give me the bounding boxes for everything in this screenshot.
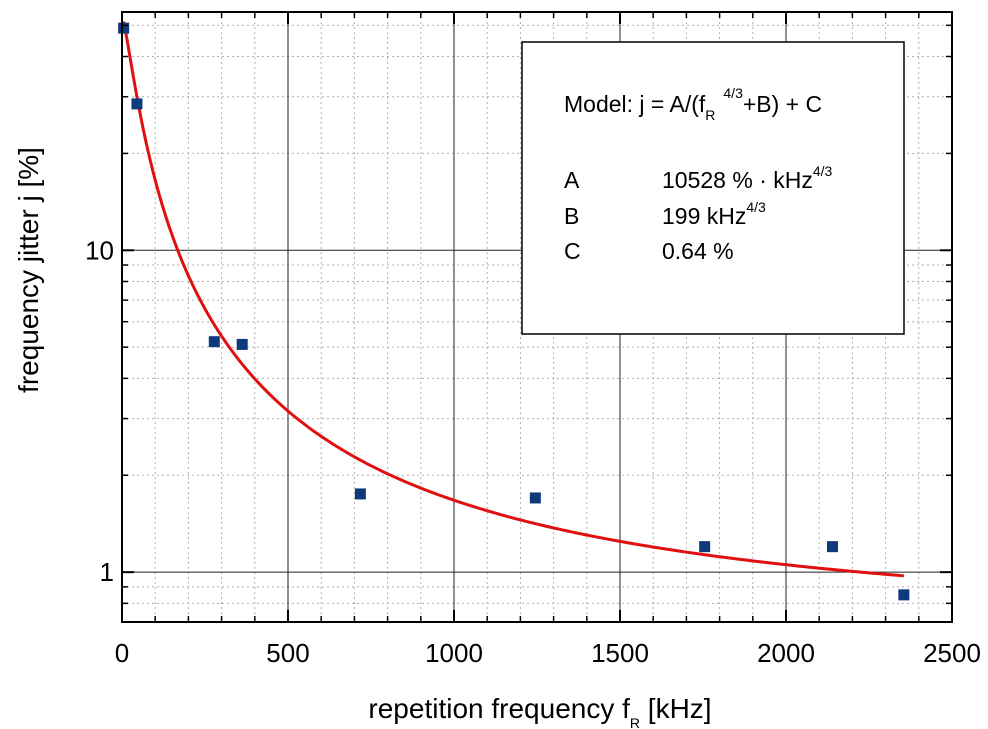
legend-param-a-name: A — [564, 167, 580, 193]
legend-param-b-value: 199 kHz4/3 — [662, 199, 766, 229]
x-tick-label: 2500 — [923, 638, 981, 668]
legend-param-c-value: 0.64 % — [662, 238, 734, 264]
y-tick-label: 1 — [100, 557, 114, 587]
x-axis-title: repetition frequency fR [kHz] — [368, 693, 711, 729]
plot-frame — [121, 11, 953, 623]
data-point — [118, 22, 130, 34]
x-tick-label: 1000 — [425, 638, 483, 668]
fit-curve — [122, 21, 904, 578]
legend-param-c-name: C — [564, 238, 581, 264]
legend-param-a-value: 10528 % · kHz4/3 — [662, 163, 833, 193]
x-tick-label: 2000 — [757, 638, 815, 668]
data-point — [236, 338, 248, 350]
legend-frame — [521, 41, 905, 335]
data-point — [354, 488, 366, 500]
data-point — [208, 336, 220, 348]
legend-model: Model: j = A/(fR4/3+B) + C — [564, 85, 822, 123]
y-tick-label: 10 — [85, 235, 114, 265]
x-tick-label: 1500 — [591, 638, 649, 668]
x-tick-label: 0 — [115, 638, 129, 668]
legend-param-b-name: B — [564, 203, 579, 229]
data-point — [826, 541, 838, 553]
axis-ticks — [121, 12, 953, 622]
data-point — [699, 541, 711, 553]
legend-box: Model: j = A/(fR4/3+B) + C A 10528 % · k… — [521, 41, 905, 335]
x-tick-label: 500 — [266, 638, 309, 668]
data-point — [529, 492, 541, 504]
y-axis-title: frequency jitter j [%] — [13, 147, 44, 393]
data-point — [131, 98, 143, 110]
tick-labels: 0 500 1000 1500 2000 2500 1 10 — [85, 235, 981, 668]
data-point — [898, 589, 910, 601]
data-points — [118, 22, 910, 601]
